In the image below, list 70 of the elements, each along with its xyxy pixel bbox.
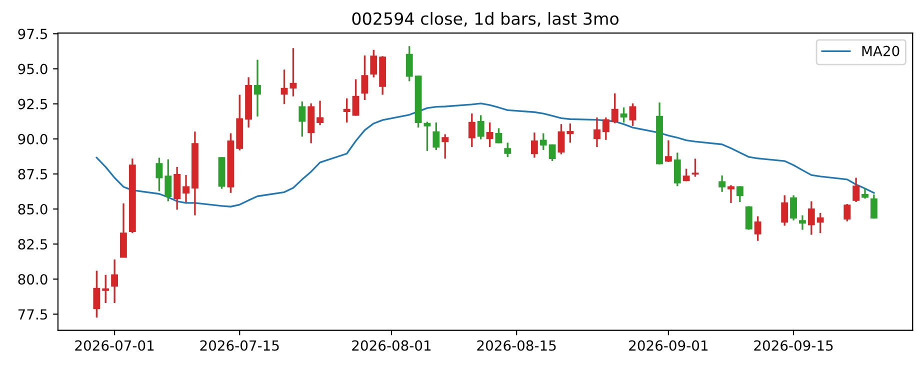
y-tick-label: 80.0: [18, 274, 48, 285]
candlestick: [718, 174, 726, 193]
candlestick: [290, 47, 297, 98]
candlestick: [254, 58, 261, 118]
x-tick-label: 2026-07-01: [75, 340, 154, 351]
candlestick: [852, 176, 860, 203]
candlestick: [620, 106, 628, 124]
candlestick: [790, 194, 797, 222]
candlestick: [870, 194, 878, 220]
y-tick-label: 77.5: [18, 309, 48, 320]
candlestick: [111, 258, 118, 304]
candlestick: [370, 49, 378, 78]
y-tick-label: 95.0: [18, 64, 48, 74]
candlestick: [343, 98, 350, 124]
candlestick: [816, 212, 824, 234]
y-tick-label: 97.5: [18, 28, 48, 40]
x-tick-label: 2026-07-15: [200, 340, 279, 351]
line-series: [96, 102, 875, 208]
candlestick: [102, 274, 110, 304]
candlestick: [745, 205, 752, 231]
candlestick: [692, 158, 699, 178]
x-tick-label: 2026-09-01: [629, 340, 708, 351]
candlestick: [602, 116, 610, 141]
candlestick: [844, 203, 851, 222]
candlestick: [495, 127, 502, 144]
candlestick: [442, 133, 449, 160]
candlestick: [182, 174, 190, 204]
y-tick-label: 82.5: [18, 239, 48, 250]
candlestick: [781, 194, 788, 227]
y-tick-label: 85.0: [18, 204, 48, 214]
y-tick-label: 92.5: [18, 98, 48, 110]
x-tick-label: 2026-08-01: [352, 340, 431, 351]
y-tick-label: 87.5: [18, 168, 48, 180]
candlestick: [566, 122, 574, 144]
candlestick: [477, 114, 484, 140]
candlestick: [93, 270, 100, 318]
candlestick: [674, 152, 681, 187]
candlestick: [754, 215, 762, 242]
candlestick: [736, 185, 744, 203]
candlestick: [664, 139, 672, 163]
candlestick: [540, 132, 547, 151]
candlestick: [862, 188, 868, 200]
candlestick: [808, 200, 815, 236]
candlestick: [361, 54, 368, 101]
candlestick: [594, 116, 600, 148]
candlestick: [432, 122, 440, 151]
legend-label: MA20: [862, 46, 900, 56]
candlestick: [468, 112, 476, 148]
candlestick: [406, 45, 413, 82]
candlestick: [316, 100, 324, 126]
chart-title: 002594 close, 1d bars, last 3mo: [352, 12, 619, 27]
candlestick: [280, 68, 288, 105]
candlestick: [728, 184, 734, 204]
candlestick: [298, 100, 306, 138]
candlestick: [611, 92, 618, 124]
candlestick: [682, 168, 690, 182]
candlestick: [530, 132, 538, 159]
x-tick-label: 2026-09-15: [754, 340, 833, 351]
candlestick: [424, 120, 431, 152]
candlestick: [504, 142, 512, 158]
candlestick: [548, 144, 556, 162]
candlestick: [352, 78, 360, 117]
x-tick-label: 2026-08-15: [477, 340, 556, 351]
candlestick: [558, 123, 565, 156]
y-tick-label: 90.0: [18, 134, 48, 144]
candlestick: [486, 122, 494, 148]
candlestick: [164, 158, 172, 202]
candlestick: [156, 156, 163, 192]
candlestick: [629, 102, 636, 127]
candlestick: [798, 214, 806, 231]
